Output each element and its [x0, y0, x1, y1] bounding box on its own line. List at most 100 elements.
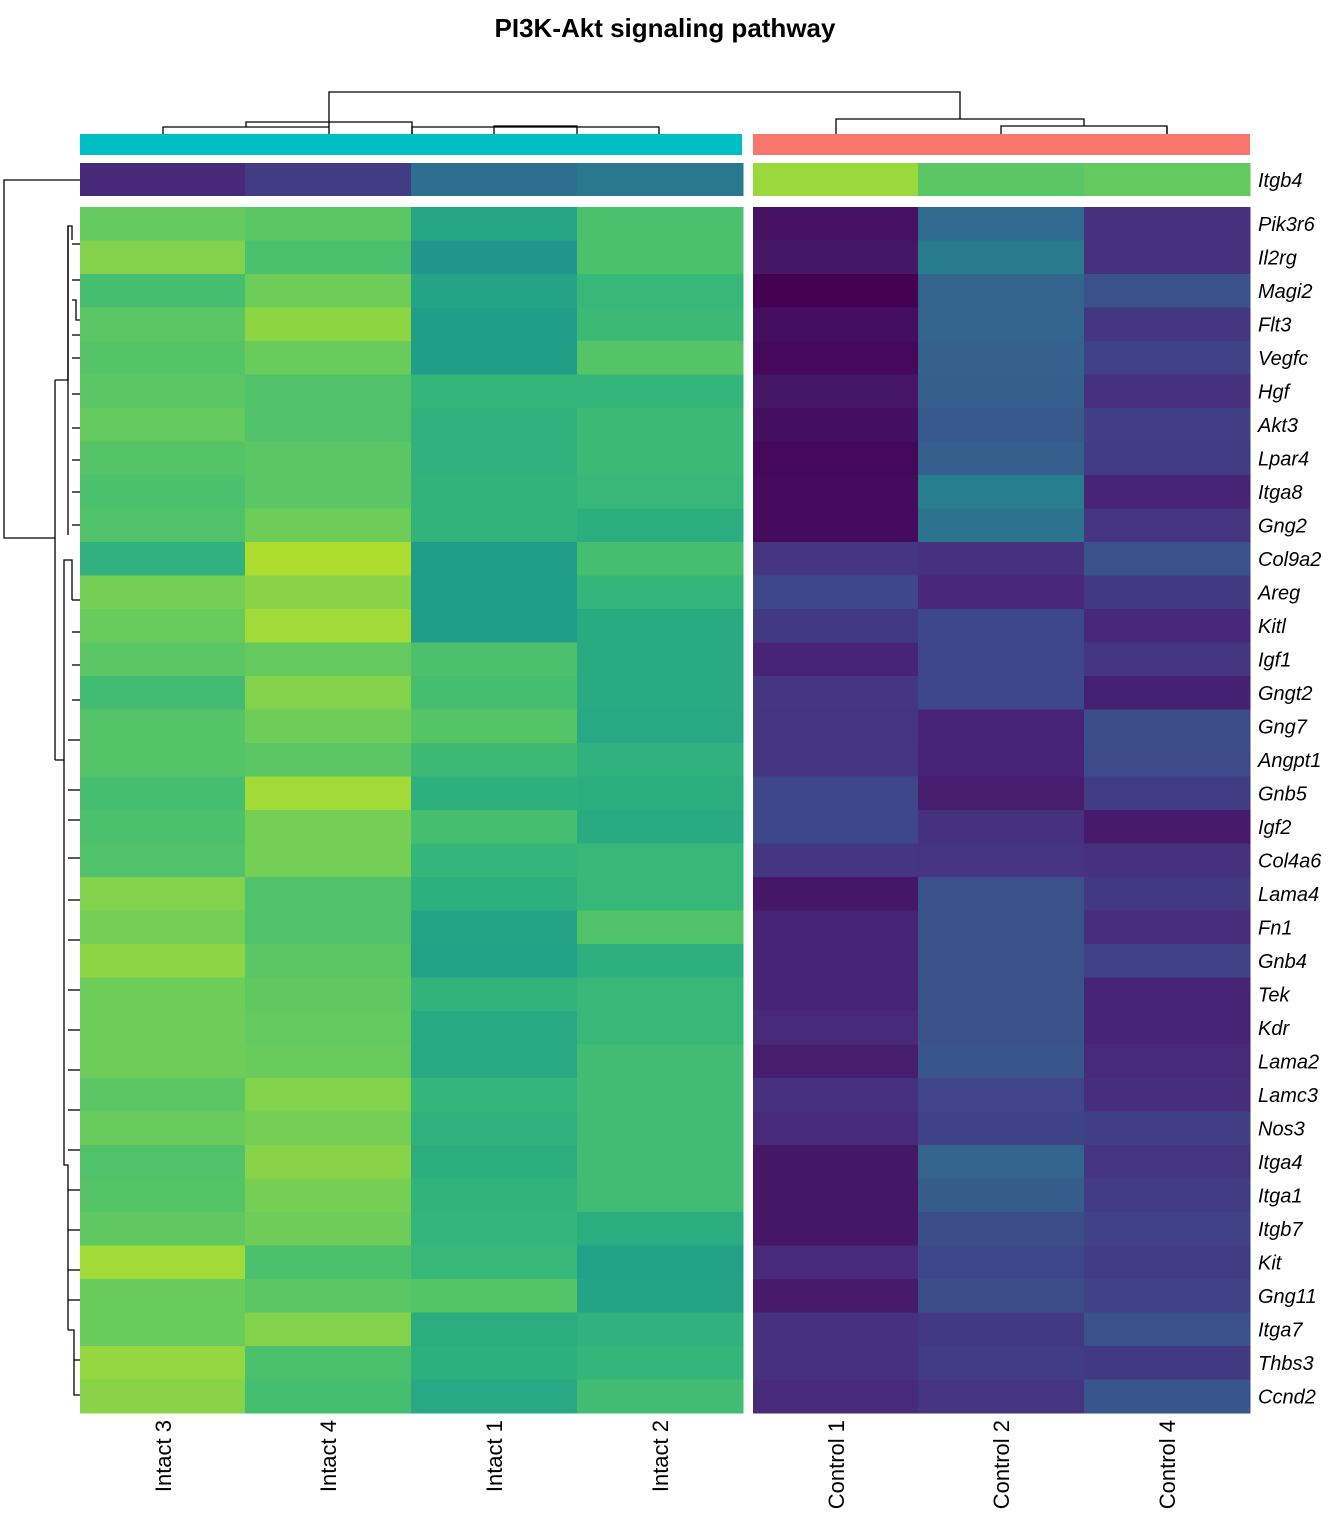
column-label: Control 2	[989, 1420, 1014, 1509]
heatmap-cell	[753, 1044, 920, 1079]
heatmap-cell	[753, 240, 920, 275]
row-label: Gnb5	[1258, 783, 1308, 805]
heatmap-cell	[753, 1379, 920, 1414]
heatmap-cell	[753, 307, 920, 342]
heatmap-cell	[411, 1111, 578, 1146]
heatmap-cell	[577, 743, 744, 777]
heatmap-cell	[245, 240, 412, 275]
row-label: Magi2	[1258, 281, 1312, 303]
heatmap-cell	[80, 944, 247, 978]
heatmap-cell	[577, 642, 744, 677]
heatmap-cell	[577, 307, 744, 342]
heatmap-cell	[918, 1379, 1085, 1414]
heatmap-cell	[1084, 274, 1251, 308]
heatmap-cell	[577, 1379, 744, 1414]
heatmap-cell	[245, 341, 412, 375]
heatmap-cell	[80, 1011, 247, 1045]
heatmap-cell	[918, 1078, 1085, 1112]
heatmap-cell	[918, 374, 1085, 409]
heatmap-cell	[577, 609, 744, 643]
heatmap-cell	[411, 810, 578, 844]
heatmap-cell	[577, 944, 744, 978]
heatmap-cell	[918, 508, 1085, 543]
column-labels: Intact 3 Intact 4 Intact 1 Intact 2 Control …	[151, 1420, 1180, 1509]
heatmap-cell	[80, 307, 247, 342]
heatmap-cell	[577, 877, 744, 911]
heatmap-cell	[411, 374, 578, 409]
heatmap-cell	[753, 810, 920, 844]
heatmap-cells	[80, 207, 1251, 1414]
dendrogram-branch	[3, 179, 80, 539]
group-annotation-bar	[80, 134, 1250, 155]
heatmap-cell	[577, 1178, 744, 1213]
heatmap-cell	[1084, 1078, 1251, 1112]
heatmap-cell	[245, 307, 412, 342]
heatmap-cell	[245, 877, 412, 911]
heatmap-cell	[411, 1279, 578, 1313]
row-label: Igf2	[1258, 817, 1291, 839]
row-label: Vegfc	[1258, 348, 1308, 370]
heatmap-cell	[1084, 1312, 1251, 1347]
dendrogram-branch	[72, 299, 80, 321]
itgb4-cell	[753, 163, 920, 196]
heatmap-cell	[577, 1346, 744, 1380]
row-label: Lamc3	[1258, 1085, 1318, 1107]
heatmap-cell	[918, 1212, 1085, 1246]
heatmap-cell	[1084, 944, 1251, 978]
heatmap-cell	[918, 810, 1085, 844]
heatmap-cell	[753, 1279, 920, 1313]
itgb4-cell	[411, 163, 578, 196]
row-label: Ccnd2	[1258, 1386, 1316, 1408]
row-label: Gngt2	[1258, 683, 1312, 705]
heatmap-cell	[80, 240, 247, 275]
row-label: Flt3	[1258, 314, 1291, 336]
heatmap-cell	[753, 1078, 920, 1112]
heatmap-cell	[918, 1245, 1085, 1280]
heatmap-cell	[753, 709, 920, 744]
dendrogram-branch	[162, 126, 330, 134]
heatmap-cell	[245, 1279, 412, 1313]
heatmap-cell	[918, 341, 1085, 375]
heatmap-cell	[245, 441, 412, 476]
heatmap-cell	[411, 274, 578, 308]
column-label: Control 4	[1155, 1420, 1180, 1509]
row-label: Itgb7	[1258, 1219, 1303, 1241]
heatmap-cell	[245, 810, 412, 844]
heatmap-cell	[918, 1011, 1085, 1045]
heatmap-cell	[80, 642, 247, 677]
heatmap-cell	[753, 676, 920, 710]
heatmap-cell	[411, 1145, 578, 1179]
heatmap-cell	[918, 307, 1085, 342]
heatmap-cell	[1084, 877, 1251, 911]
column-label: Intact 2	[648, 1420, 673, 1492]
row-labels: Pik3r6 Il2rg Magi2 Flt3 Vegfc Hgf Akt3 Lpar4 Itg…	[1257, 214, 1322, 1409]
heatmap-cell	[753, 575, 920, 610]
heatmap-cell	[753, 1145, 920, 1179]
row-label: Gng11	[1258, 1286, 1317, 1308]
heatmap-cell	[411, 1312, 578, 1347]
row-label: Tek	[1258, 984, 1291, 1006]
heatmap-cell	[918, 1312, 1085, 1347]
heatmap-cell	[753, 977, 920, 1012]
heatmap-cell	[753, 776, 920, 811]
column-label: Control 1	[824, 1420, 849, 1509]
heatmap-cell	[1084, 341, 1251, 375]
heatmap-cell	[577, 1011, 744, 1045]
split-row-itgb4: Itgb4	[80, 163, 1302, 196]
heatmap-cell	[1084, 743, 1251, 777]
heatmap-cell	[245, 1111, 412, 1146]
heatmap-cell	[1084, 508, 1251, 543]
heatmap-cell	[918, 441, 1085, 476]
heatmap-cell	[80, 1346, 247, 1380]
heatmap-cell	[1084, 1044, 1251, 1079]
row-label: Pik3r6	[1258, 214, 1316, 236]
heatmap-cell	[753, 1178, 920, 1213]
heatmap-cell	[245, 207, 412, 241]
heatmap-cell	[1084, 1111, 1251, 1146]
heatmap-cell	[80, 1078, 247, 1112]
heatmap-cell	[753, 508, 920, 543]
heatmap-cell	[753, 1111, 920, 1146]
heatmap-cell	[753, 843, 920, 878]
heatmap-cell	[411, 1011, 578, 1045]
heatmap-cell	[918, 877, 1085, 911]
